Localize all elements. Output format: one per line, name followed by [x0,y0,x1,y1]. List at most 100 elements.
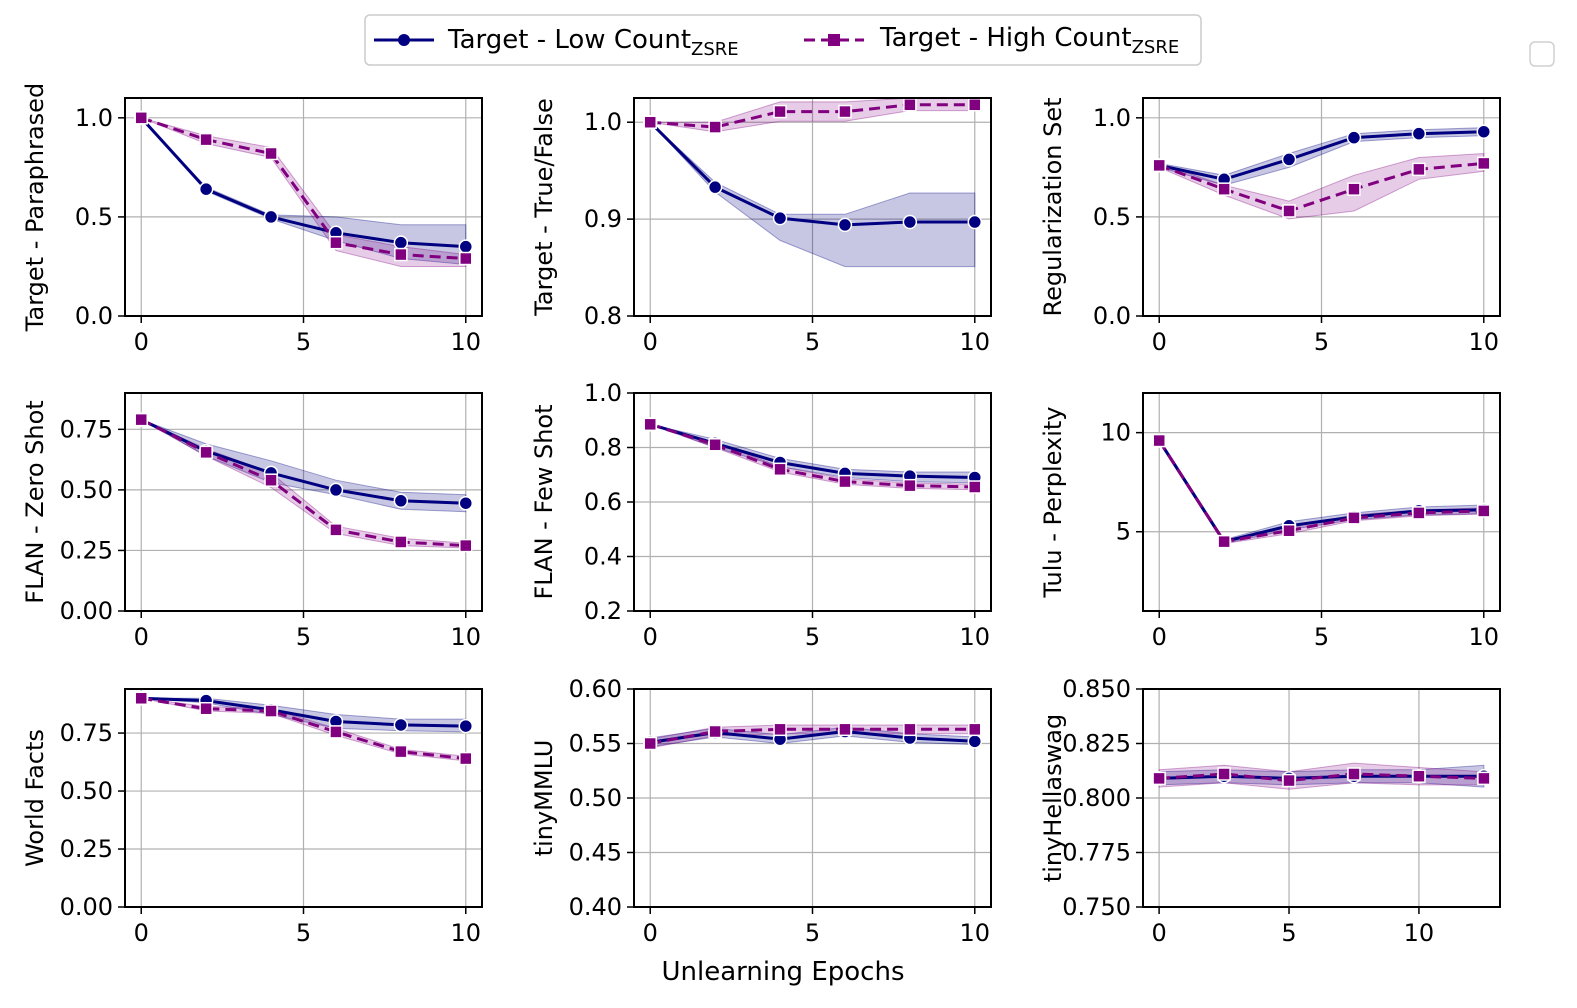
y-tick-label: 0.8 [584,434,622,462]
point-high-1 [708,724,722,739]
x-tick-label: 5 [1314,623,1329,651]
line-target-high-count-zsre [1158,161,1484,213]
y-tick-label: 0.75 [60,415,113,443]
point-low-3 [328,482,344,498]
panel-flan-zero-shot: 0 5 10 0.00 0.25 0.50 0.75 FLAN - Zero Shot [21,392,483,651]
line-target-high-count-zsre [140,418,466,548]
point-high-3 [1347,182,1361,196]
y-tick-label: 0.45 [569,839,622,867]
point-low-4 [393,493,409,509]
point-high-1 [199,701,213,716]
band-target-low-count-zsre [649,121,976,268]
line-target-low-count-zsre [649,121,975,227]
line-target-low-count-zsre [141,696,466,728]
point-low-5 [458,495,474,511]
panel-tinymmlu: 0 5 10 0.40 0.45 0.50 0.55 0.60 tinyMMLU [530,675,992,947]
point-high-3 [838,104,852,119]
y-axis-label: tinyHellaswag [1039,714,1067,882]
point-high-2 [773,462,787,477]
y-tick-label: 0.55 [569,730,622,758]
x-tick-label: 10 [1468,623,1499,651]
x-tick-label: 0 [643,328,658,356]
y-tick-label: 0.5 [1093,203,1131,231]
line-target-high-count-zsre [1157,439,1484,544]
y-tick-label: 0.9 [584,205,622,233]
y-axis-label: Regularization Set [1039,97,1067,316]
x-tick-label: 5 [296,328,311,356]
line-target-high-count-zsre [1158,772,1484,783]
point-high-4 [1412,506,1426,520]
y-tick-label: 5 [1116,518,1131,546]
y-tick-label: 0.0 [1093,302,1131,330]
x-tick-label: 0 [134,623,149,651]
point-high-0 [643,417,657,432]
line-target-high-count-zsre [649,727,975,745]
y-tick-label: 1.0 [75,104,113,132]
point-high-5 [1477,504,1491,518]
x-tick-label: 0 [643,919,658,947]
panel-target-paraphrased: 0 5 10 0.0 0.5 1.0 Target - Paraphrased [21,83,483,356]
point-high-4 [1412,162,1426,177]
point-high-5 [968,480,982,494]
y-tick-label: 0.850 [1062,675,1131,703]
point-high-0 [134,412,148,427]
line-target-low-count-zsre [140,116,466,249]
point-high-5 [1477,156,1491,171]
panel-flan-few-shot: 0 5 10 0.2 0.4 0.6 0.8 1.0 FLAN - Few Shot [530,379,992,651]
point-high-3 [838,722,852,737]
point-high-2 [264,146,278,161]
y-tick-label: 0.50 [569,784,622,812]
legend-low-label: Target - Low CountZSRE [447,25,739,60]
y-tick-label: 0.60 [569,675,622,703]
point-high-3 [1347,511,1361,525]
legend-toggle-box[interactable] [1529,41,1555,67]
legend-low-text: Target - Low Count [447,25,691,55]
point-low-5 [967,734,983,749]
point-high-0 [1152,158,1166,173]
point-high-1 [708,438,722,452]
point-high-0 [643,736,657,751]
x-tick-label: 10 [450,623,481,651]
y-tick-label: 1.0 [584,108,622,136]
y-tick-label: 0.6 [584,488,622,516]
x-tick-label: 10 [959,623,990,651]
panel-world-facts: 0 5 10 0.00 0.25 0.50 0.75 World Facts [21,688,483,947]
point-high-2 [1282,773,1296,788]
y-axis-label: tinyMMLU [530,740,558,857]
point-high-0 [1152,771,1166,786]
panel-tinyhellaswag: 0 5 10 0.750 0.775 0.800 0.825 0.850 tinyHellasw… [1039,675,1501,947]
point-low-2 [1281,152,1297,167]
y-axis-label: Target - True/False [530,98,558,316]
point-high-3 [329,725,343,739]
point-low-3 [837,217,853,233]
y-axis-label: FLAN - Zero Shot [21,400,49,603]
y-axis-label: FLAN - Few Shot [530,404,558,599]
x-tick-label: 0 [643,623,658,651]
y-tick-label: 0.4 [584,543,622,571]
point-high-1 [199,132,213,147]
point-high-4 [903,98,917,112]
point-high-0 [134,111,148,125]
point-high-2 [773,722,787,737]
point-high-4 [394,535,408,549]
x-tick-label: 5 [296,919,311,947]
point-high-4 [903,478,917,493]
x-tick-label: 0 [1152,328,1167,356]
point-high-5 [968,98,982,112]
y-tick-label: 0.775 [1062,839,1131,867]
y-axis-label: Tulu - Perplexity [1039,406,1067,598]
point-high-5 [459,538,473,553]
panel-target-true-false: 0 5 10 0.8 0.9 1.0 Target - True/False [530,97,992,356]
point-low-4 [1411,126,1427,141]
point-high-2 [1282,204,1296,218]
point-high-1 [199,445,213,460]
y-tick-label: 0.0 [75,302,113,330]
point-high-5 [968,722,982,737]
point-low-5 [1476,124,1492,139]
y-tick-label: 0.2 [584,597,622,625]
x-tick-label: 0 [134,328,149,356]
point-low-3 [1346,130,1362,145]
x-axis-label: Unlearning Epochs [661,957,904,987]
x-tick-label: 5 [1281,919,1296,947]
